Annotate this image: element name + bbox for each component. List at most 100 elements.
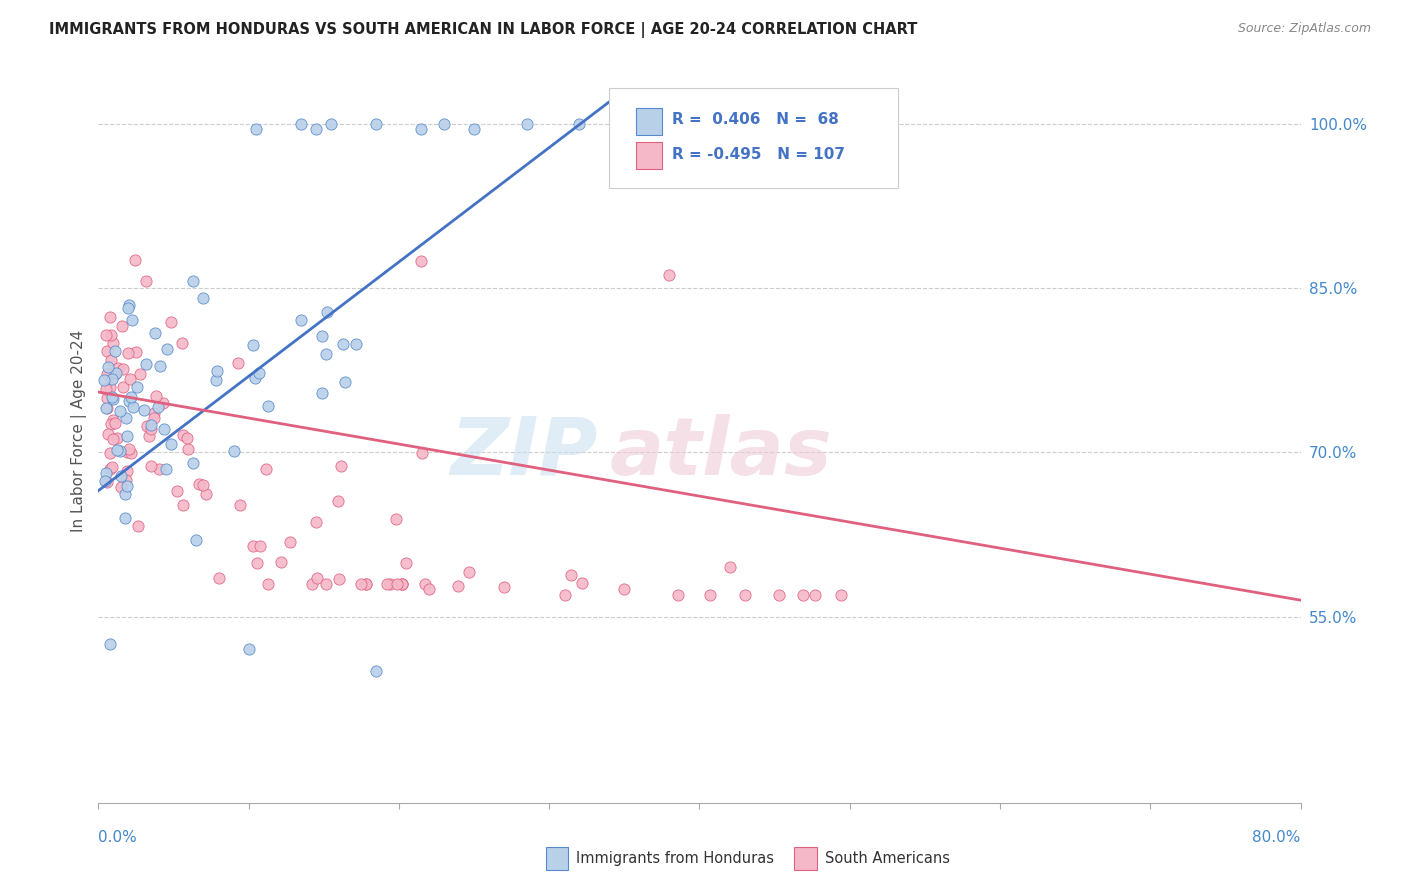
Point [280, 534, 302, 549]
Point [658, 268, 681, 282]
Point [121, 401, 143, 415]
Point [804, 588, 827, 602]
Point [127, 380, 149, 394]
Point [447, 579, 470, 593]
Point [100, 366, 122, 380]
Point [104, 367, 127, 381]
Text: atlas: atlas [609, 414, 832, 491]
Point [792, 588, 814, 602]
Point [149, 359, 172, 373]
Point [172, 498, 194, 512]
Point [134, 403, 156, 417]
Point [177, 442, 200, 456]
Point [238, 642, 260, 657]
Point [141, 417, 163, 432]
Point [311, 385, 333, 400]
Text: R = -0.495   N = 107: R = -0.495 N = 107 [672, 146, 845, 161]
Point [176, 430, 198, 444]
Text: 80.0%: 80.0% [1253, 830, 1301, 846]
Point [120, 390, 142, 404]
Point [101, 413, 124, 427]
Point [153, 422, 176, 436]
Text: R =  0.406   N =  68: R = 0.406 N = 68 [672, 112, 839, 128]
Point [311, 329, 333, 343]
Bar [636, 108, 662, 135]
Point [98, 379, 121, 393]
Point [172, 336, 194, 351]
Point [208, 571, 231, 585]
Text: Immigrants from Honduras: Immigrants from Honduras [576, 851, 775, 865]
Point [105, 443, 128, 458]
Point [734, 588, 756, 602]
Point [194, 487, 217, 501]
Point [418, 582, 440, 597]
Point [110, 480, 132, 494]
Point [97, 426, 120, 441]
Point [104, 366, 127, 380]
Point [463, 122, 485, 136]
Point [97, 360, 120, 375]
Point [111, 362, 134, 376]
Point [391, 576, 413, 591]
Point [93, 373, 115, 387]
Point [100, 637, 122, 651]
Point [100, 417, 122, 431]
Point [181, 456, 204, 470]
Point [160, 437, 183, 451]
Point [103, 432, 125, 446]
Point [328, 572, 350, 586]
Point [301, 576, 323, 591]
Y-axis label: In Labor Force | Age 20-24: In Labor Force | Age 20-24 [72, 329, 87, 532]
Point [115, 445, 138, 459]
Point [247, 366, 270, 380]
Point [143, 326, 166, 341]
Point [191, 477, 214, 491]
Point [270, 556, 292, 570]
Point [830, 588, 852, 602]
Point [96, 401, 118, 415]
Point [366, 117, 388, 131]
Point [115, 479, 138, 493]
Point [135, 275, 157, 289]
Point [139, 422, 162, 436]
Point [100, 390, 122, 404]
Point [118, 298, 141, 312]
Point [98, 446, 121, 460]
Point [516, 117, 538, 131]
Point [100, 352, 122, 367]
Point [568, 117, 591, 131]
Point [118, 442, 141, 456]
Point [354, 576, 377, 591]
Point [98, 462, 121, 476]
Point [222, 444, 245, 458]
Text: Source: ZipAtlas.com: Source: ZipAtlas.com [1237, 22, 1371, 36]
Point [391, 576, 413, 591]
Point [104, 416, 127, 430]
Point [148, 462, 170, 476]
Point [101, 392, 124, 406]
Point [246, 556, 269, 570]
Point [101, 459, 124, 474]
Point [120, 371, 142, 385]
Point [205, 363, 228, 377]
Point [118, 393, 141, 408]
Point [699, 588, 721, 602]
Point [385, 512, 408, 526]
Point [121, 313, 143, 327]
Point [613, 582, 636, 597]
Point [193, 291, 215, 305]
Point [94, 467, 117, 481]
Point [96, 391, 118, 405]
Point [96, 343, 118, 358]
Point [156, 342, 179, 356]
Point [305, 122, 328, 136]
Point [127, 519, 149, 533]
Point [94, 401, 117, 416]
Point [330, 459, 353, 474]
Point [257, 399, 280, 413]
Point [290, 117, 312, 131]
Point [326, 494, 349, 508]
Point [117, 301, 139, 316]
Point [114, 511, 136, 525]
Point [378, 576, 401, 591]
